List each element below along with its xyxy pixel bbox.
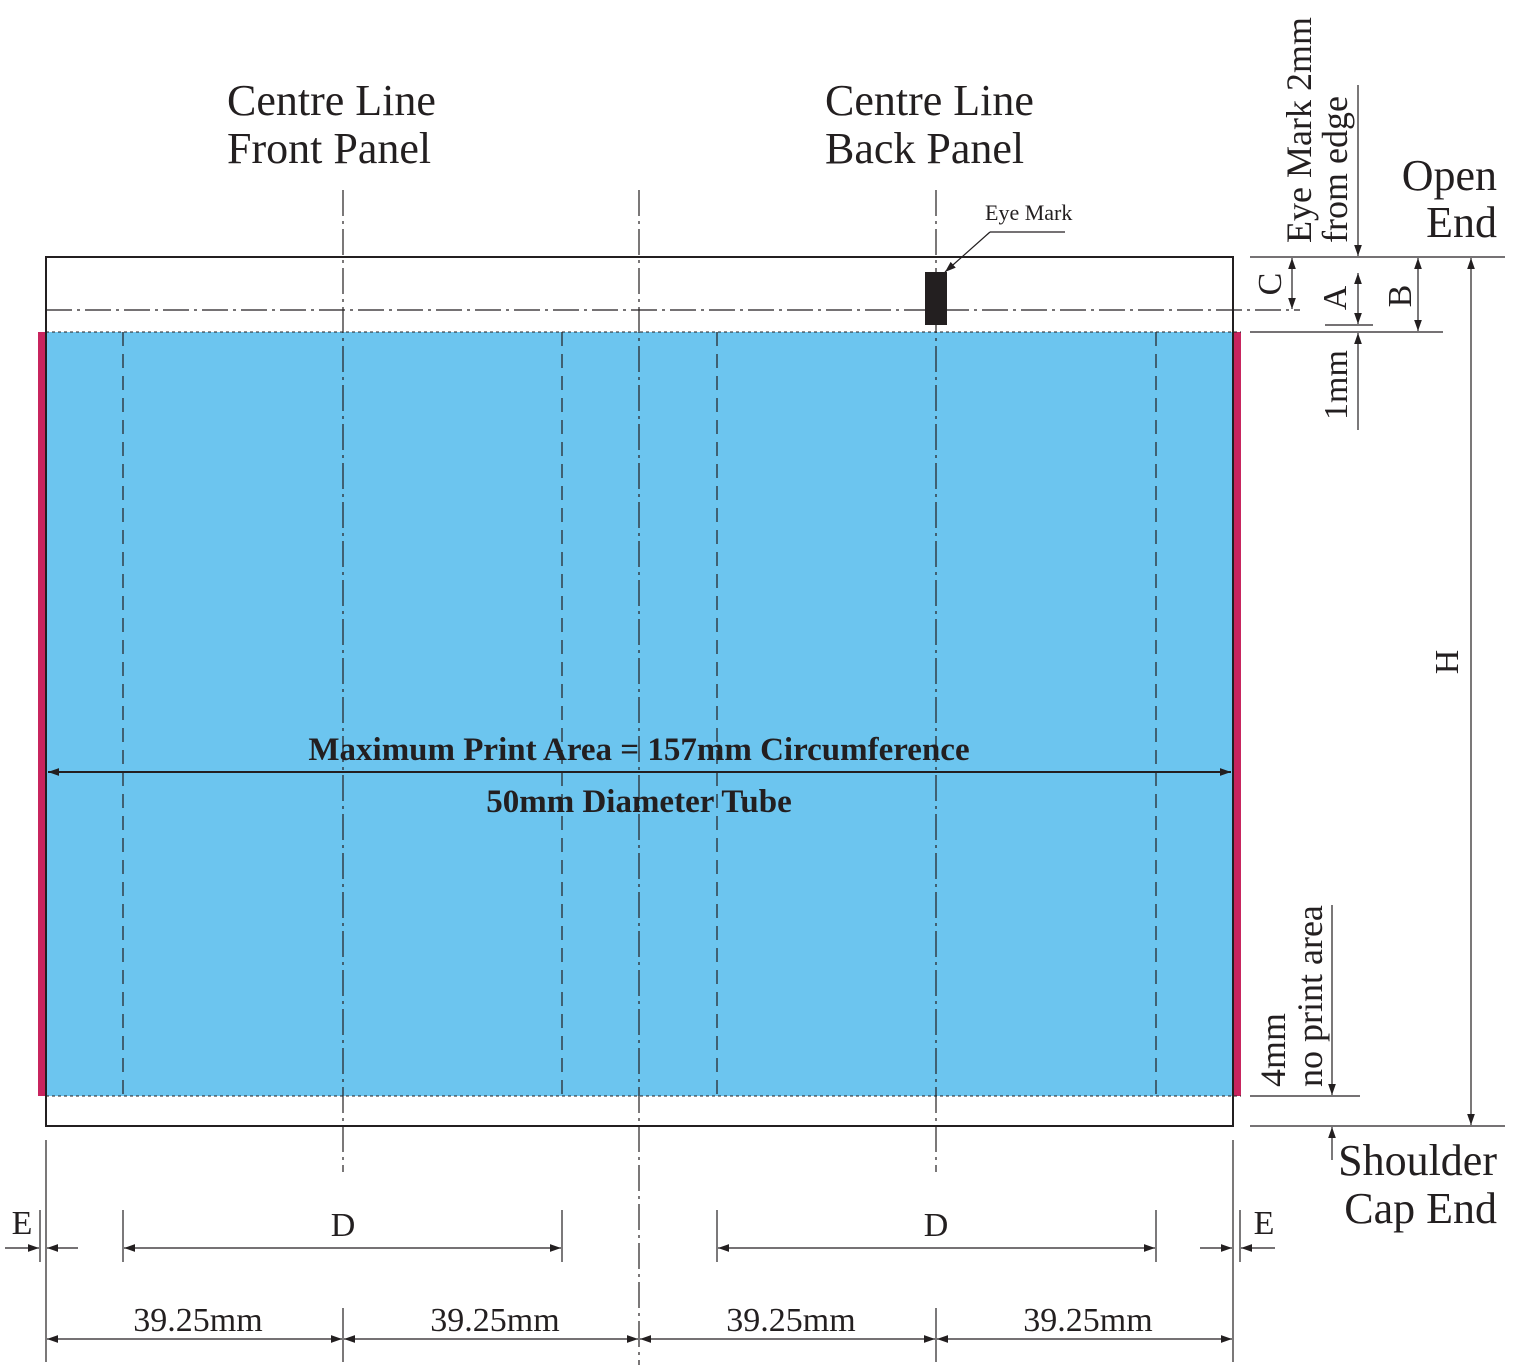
tube-diameter-label: 50mm Diameter Tube xyxy=(486,784,792,820)
no-print-line1: 4mm xyxy=(1253,1013,1293,1087)
shoulder-line1: Shoulder xyxy=(1338,1136,1497,1185)
dim-b-label: B xyxy=(1382,285,1419,308)
centre-back-title-1: Centre Line xyxy=(825,76,1034,125)
seg3-label: 39.25mm xyxy=(726,1302,855,1339)
left-edge-band xyxy=(38,332,46,1096)
seg2-label: 39.25mm xyxy=(430,1302,559,1339)
dim-e-left-label: E xyxy=(12,1205,33,1242)
max-print-area-label: Maximum Print Area = 157mm Circumference xyxy=(308,732,969,768)
dim-a-label: A xyxy=(1317,285,1354,310)
centre-front-title-1: Centre Line xyxy=(227,76,436,125)
seg1-label: 39.25mm xyxy=(133,1302,262,1339)
eye-mark-leader-arrow xyxy=(944,231,991,273)
dim-c-label: C xyxy=(1252,273,1289,296)
eye-mark-note-line1: Eye Mark 2mm xyxy=(1279,17,1319,243)
dim-d-right-label: D xyxy=(924,1207,949,1244)
dim-h-label: H xyxy=(1429,650,1466,675)
centre-front-title-2: Front Panel xyxy=(227,124,431,173)
dim-1mm-label: 1mm xyxy=(1318,350,1355,420)
eye-mark xyxy=(925,272,947,325)
centre-back-title-2: Back Panel xyxy=(825,124,1024,173)
shoulder-line2: Cap End xyxy=(1344,1184,1497,1233)
eye-mark-note-line2: from edge xyxy=(1315,96,1355,243)
dim-e-right-label: E xyxy=(1254,1205,1275,1242)
eye-mark-label: Eye Mark xyxy=(985,200,1072,225)
right-edge-band xyxy=(1233,332,1241,1096)
open-end-line2: End xyxy=(1426,198,1497,247)
no-print-line2: no print area xyxy=(1290,905,1330,1087)
seg4-label: 39.25mm xyxy=(1023,1302,1152,1339)
dim-d-left-label: D xyxy=(331,1207,356,1244)
open-end-line1: Open xyxy=(1402,151,1497,200)
